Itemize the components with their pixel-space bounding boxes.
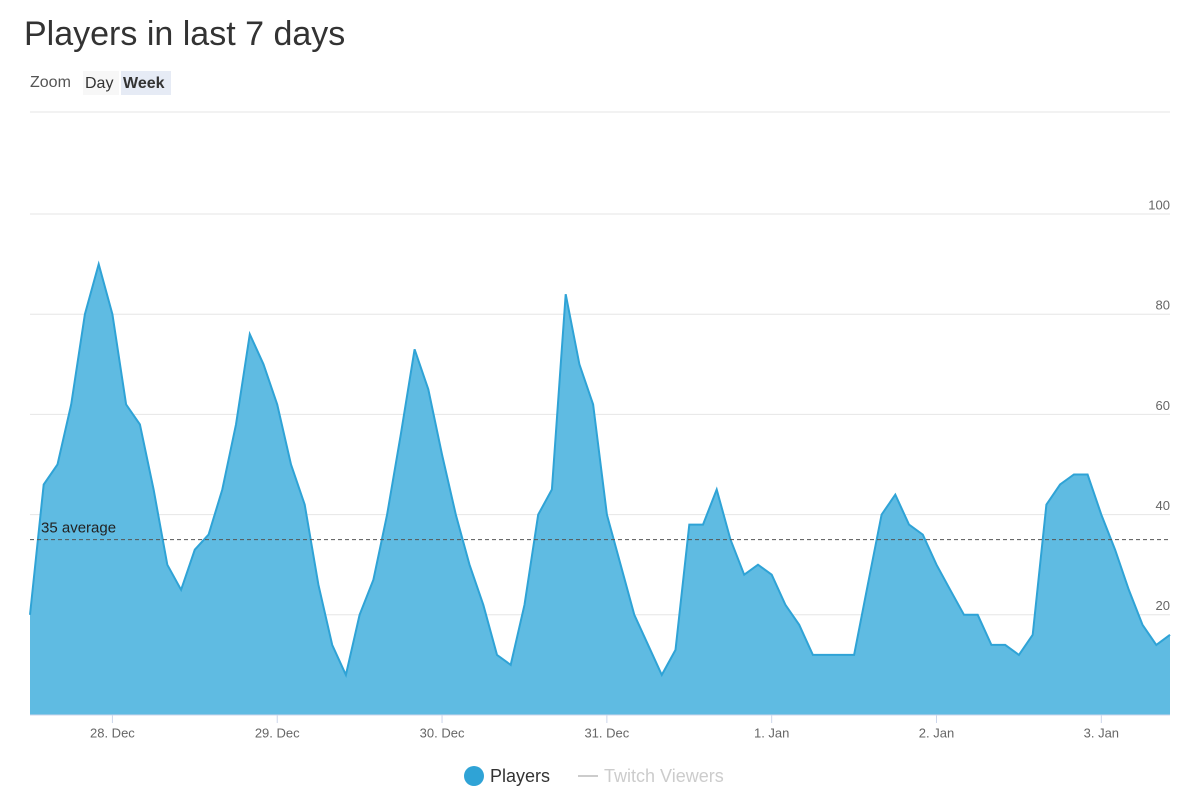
y-tick-label: 60 xyxy=(1156,398,1170,413)
x-tick-label: 2. Jan xyxy=(919,725,954,740)
line xyxy=(29,260,1171,679)
zoom-button-bg[interactable] xyxy=(121,71,171,95)
y-tick-label: 20 xyxy=(1156,598,1170,613)
zoom-button[interactable]: Day xyxy=(85,75,113,92)
chart-title: Players in last 7 days xyxy=(24,15,345,53)
x-tick-label: 1. Jan xyxy=(754,725,789,740)
x-tick-label: 28. Dec xyxy=(90,725,135,740)
x-tick-label: 3. Jan xyxy=(1084,725,1119,740)
x-tick-label: 31. Dec xyxy=(584,725,629,740)
average-label: 35 average xyxy=(41,520,116,537)
x-tick-label: 30. Dec xyxy=(420,725,465,740)
zoom-label: Zoom xyxy=(30,74,71,91)
zoom-button[interactable]: Week xyxy=(123,75,165,92)
x-tick-label: 29. Dec xyxy=(255,725,300,740)
area xyxy=(30,264,1170,715)
y-tick-label: 80 xyxy=(1156,298,1170,313)
legend-label[interactable]: Players xyxy=(490,766,550,786)
legend-symbol[interactable] xyxy=(464,766,484,786)
y-tick-label: 40 xyxy=(1156,498,1170,513)
y-tick-label: 100 xyxy=(1148,197,1170,212)
zoom-button-bg[interactable] xyxy=(83,71,119,95)
legend-label[interactable]: Twitch Viewers xyxy=(604,766,724,786)
